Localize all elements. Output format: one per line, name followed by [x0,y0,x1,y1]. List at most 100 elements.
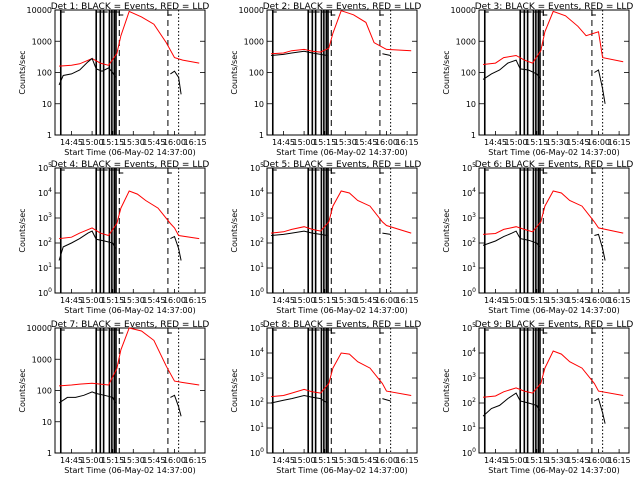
y-tick-label: 101 [250,422,264,433]
lld-series-line [59,190,200,240]
y-tick-label: 10 [42,418,52,427]
events-series-line [382,398,391,402]
marker-flag [167,170,172,174]
y-tick-label: 100 [462,447,476,458]
y-axis-label: Counts/sec [230,368,239,412]
x-tick-label: 15:15 [525,456,548,465]
events-series-line [382,232,391,235]
plot-frame [266,9,418,136]
panel-title: Det 4: BLACK = Events, RED = LLD [51,160,210,170]
y-tick-exponent: 0 [472,447,476,454]
y-tick-exponent: 0 [48,287,52,294]
plot-frame [478,167,630,294]
x-tick-label: 15:15 [313,296,336,305]
y-tick-label: 103 [462,212,476,223]
y-tick-exponent: 4 [260,187,264,194]
x-tick-label: 14:45 [60,456,83,465]
y-tick-exponent: 2 [260,397,264,404]
x-axis-label: Start Time (06-May-02 14:37:00) [276,306,407,315]
y-tick-label: 101 [462,422,476,433]
x-tick-label: 15:45 [354,456,377,465]
x-tick-label: 15:45 [142,138,165,147]
y-axis-label: Counts/sec [18,368,27,412]
y-tick-label: 10000 [27,324,52,333]
events-series-line [58,391,116,404]
marker-flag [167,12,172,16]
x-tick-label: 14:45 [60,138,83,147]
x-tick-label: 15:15 [525,138,548,147]
y-tick-label: 1000 [32,355,52,364]
x-tick-label: 16:15 [396,296,419,305]
y-tick-label: 1 [47,449,52,458]
y-axis-label: Counts/sec [442,50,451,94]
x-tick-label: 15:15 [101,138,124,147]
y-tick-label: 104 [462,347,476,358]
y-tick-label: 100 [249,69,264,78]
x-tick-label: 15:45 [566,138,589,147]
y-tick-label: 105 [250,322,264,333]
y-tick-label: 104 [250,187,264,198]
y-tick-label: 100 [38,287,52,298]
y-tick-label: 103 [250,212,264,223]
events-series-line [482,392,540,417]
y-tick-label: 1000 [244,37,264,46]
y-tick-label: 102 [250,397,264,408]
events-series-line [270,394,328,404]
detector-panel: Det 2: BLACK = Events, RED = LLD 1 10 100 10… [230,2,421,157]
x-tick-label: 16:00 [163,138,186,147]
plot-frame [478,9,630,136]
lld-series-line [271,352,412,398]
marker-flag [330,170,336,174]
marker-flag [591,330,596,334]
marker-flag [167,330,172,334]
x-tick-label: 15:45 [354,138,377,147]
detector-panel: Det 1: BLACK = Events, RED = LLD 1 10 100 10… [18,2,209,157]
marker-flag [591,12,596,16]
marker-flag [542,330,548,334]
y-tick-label: 101 [250,262,264,273]
x-axis-label: Start Time (06-May-02 14:37:00) [276,148,407,157]
y-tick-exponent: 3 [48,212,52,219]
y-tick-exponent: 3 [472,212,476,219]
x-tick-label: 15:30 [122,456,145,465]
y-tick-label: 100 [250,447,264,458]
x-tick-label: 15:30 [334,138,357,147]
x-tick-label: 16:15 [184,456,207,465]
y-tick-label: 104 [250,347,264,358]
y-tick-exponent: 0 [472,287,476,294]
lld-series-line [59,327,200,387]
plot-frame [478,327,630,454]
marker-flag [330,330,336,334]
events-series-line [382,53,391,56]
y-tick-exponent: 0 [260,447,264,454]
x-axis-label: Start Time (06-May-02 14:37:00) [488,466,619,475]
detector-panel: Det 8: BLACK = Events, RED = LLD10010110… [230,320,421,475]
y-tick-label: 102 [462,397,476,408]
x-tick-label: 15:00 [505,456,528,465]
y-tick-label: 1000 [32,37,52,46]
x-tick-label: 15:30 [122,138,145,147]
y-tick-label: 102 [38,237,52,248]
x-tick-label: 16:15 [608,138,631,147]
events-series-line [482,230,540,248]
events-series-line [271,50,328,56]
y-tick-exponent: 2 [48,237,52,244]
detector-panel: Det 7: BLACK = Events, RED = LLD 1 10 100 10… [18,320,209,475]
y-tick-label: 10 [254,100,264,109]
panel-title: Det 3: BLACK = Events, RED = LLD [475,2,634,12]
lld-series-line [59,10,200,67]
y-tick-exponent: 1 [472,422,476,429]
detector-panel: Det 5: BLACK = Events, RED = LLD10010110… [230,160,421,315]
y-tick-exponent: 1 [260,262,264,269]
x-tick-label: 16:00 [163,296,186,305]
x-axis-label: Start Time (06-May-02 14:37:00) [276,466,407,475]
y-tick-label: 105 [38,162,52,173]
marker-flag [379,170,384,174]
x-tick-label: 15:00 [505,138,528,147]
y-tick-exponent: 5 [260,322,264,329]
y-tick-exponent: 3 [260,212,264,219]
y-tick-exponent: 4 [48,187,52,194]
x-tick-label: 14:45 [272,456,295,465]
events-series-line [170,394,182,417]
